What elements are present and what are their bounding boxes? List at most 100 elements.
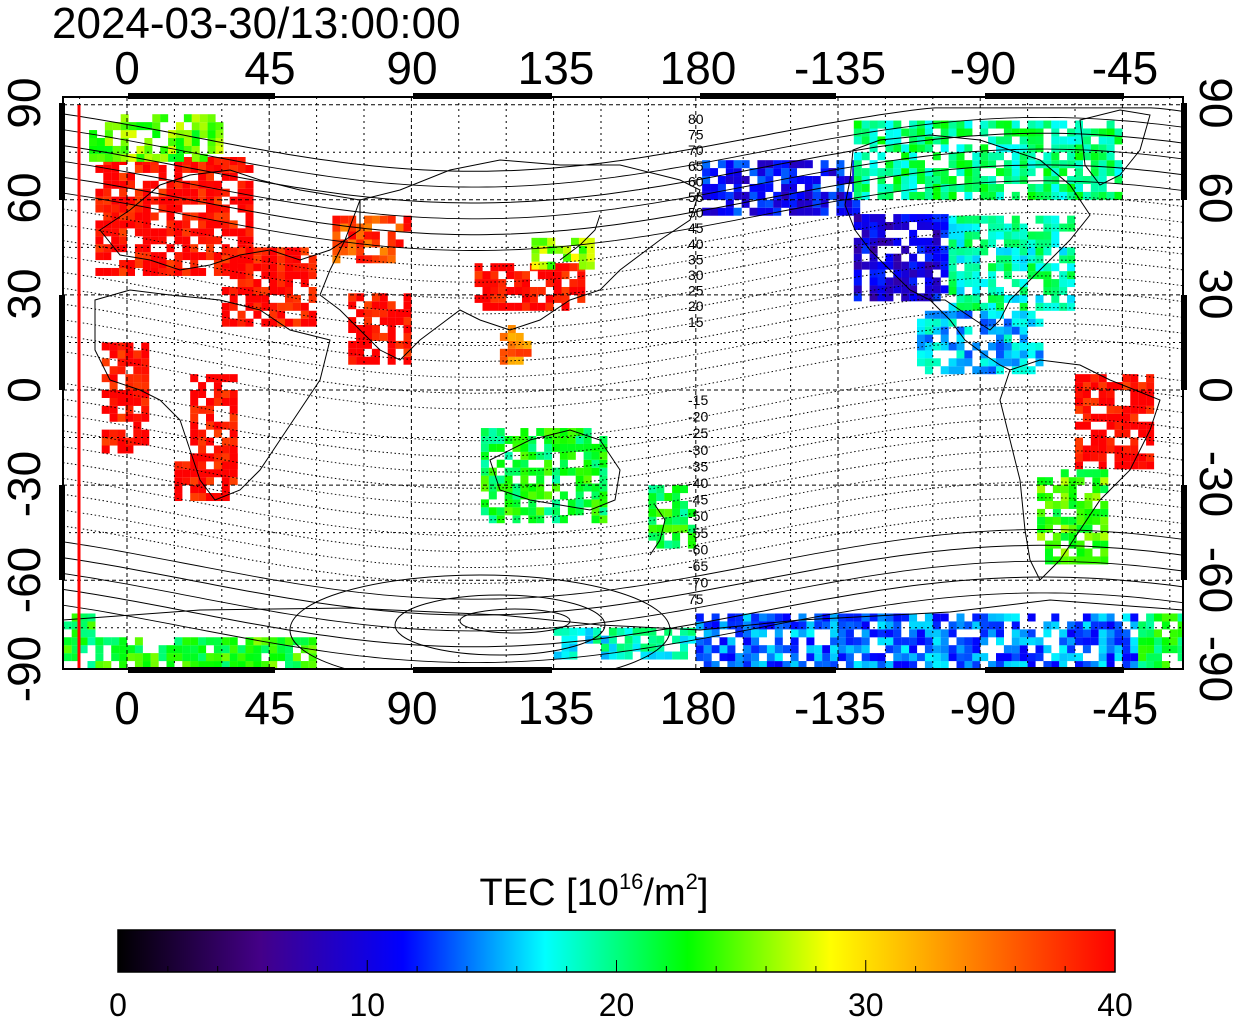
tec-cell (703, 629, 712, 638)
tec-cell (150, 661, 159, 669)
tec-cell (757, 191, 766, 200)
tec-cell (972, 613, 981, 622)
tec-cell (174, 637, 183, 646)
tec-cell (893, 160, 902, 169)
tec-cell (1090, 152, 1099, 161)
tec-cell (1067, 176, 1076, 185)
tec-cell (245, 263, 254, 272)
tec-cell (901, 221, 910, 230)
tec-cell (490, 286, 499, 295)
tec-cell (552, 499, 561, 508)
tec-cell (245, 228, 254, 237)
tec-cell (988, 294, 997, 303)
tec-cell (702, 207, 711, 216)
tec-cell (1011, 613, 1020, 622)
contour-label: 75 (688, 591, 704, 607)
tec-cell (133, 382, 142, 391)
tec-cell (956, 613, 965, 622)
tec-cell (1130, 437, 1139, 446)
tec-cell (853, 661, 862, 669)
tec-cell (1082, 413, 1091, 422)
tec-cell (877, 136, 886, 145)
tec-cell (1106, 437, 1115, 446)
tec-cell (520, 443, 529, 452)
tec-cell (1035, 358, 1044, 367)
tec-cell (725, 191, 734, 200)
tec-cell (387, 215, 396, 224)
tec-cell (774, 629, 783, 638)
tec-cell (972, 183, 981, 192)
tec-cell (191, 145, 200, 154)
tec-cell (940, 613, 949, 622)
tec-cell (1092, 469, 1101, 478)
tec-cell (229, 405, 238, 414)
tec-cell (583, 435, 592, 444)
tec-cell (1075, 374, 1083, 383)
tec-cell (972, 637, 981, 646)
tec-cell (221, 445, 230, 454)
tec-cell (901, 637, 910, 646)
tec-cell (1059, 160, 1068, 169)
tec-cell (1035, 231, 1044, 240)
tec-cell (917, 621, 925, 630)
tec-cell (1035, 120, 1044, 129)
tec-cell (1084, 500, 1093, 509)
colorbar: TEC [1016/m2] 0 10 20 30 40 (109, 869, 1133, 1023)
tec-cell (932, 229, 941, 238)
tec-cell (553, 286, 562, 295)
left-tick-bar (59, 295, 65, 390)
tec-cell (893, 120, 902, 129)
tec-cell (141, 390, 150, 398)
bottom-tick-bar (128, 667, 275, 673)
tec-cell (213, 236, 222, 245)
tec-cell (1043, 183, 1052, 192)
tec-cell (206, 188, 214, 197)
tec-cell (727, 645, 736, 654)
tec-cell (134, 653, 143, 662)
tec-cell (885, 637, 894, 646)
tec-cell (1059, 279, 1068, 288)
colorbar-tick-label: 40 (1097, 987, 1133, 1021)
tec-cell (213, 661, 222, 669)
tec-cell (515, 348, 524, 357)
tec-cell (142, 180, 151, 189)
tec-cell (117, 366, 126, 375)
tec-cell (229, 421, 238, 430)
tec-cell (583, 475, 592, 484)
tec-cell (166, 180, 175, 189)
tec-cell (1043, 271, 1052, 280)
tec-cell (292, 661, 301, 669)
tec-cell (403, 340, 412, 349)
tec-cell (1035, 318, 1044, 327)
tec-cell (245, 196, 254, 205)
tec-cell (229, 286, 238, 295)
tec-cell (806, 653, 815, 662)
tec-cell (948, 302, 957, 311)
tec-cell (1011, 350, 1020, 359)
tec-cell (804, 183, 813, 192)
tec-cell (1059, 120, 1068, 129)
tec-cell (190, 413, 199, 422)
tec-cell (111, 637, 120, 646)
tec-cell (1090, 453, 1099, 462)
tec-cell (972, 661, 981, 669)
tec-cell (269, 645, 278, 654)
tec-cell (838, 645, 846, 654)
tec-cell (924, 326, 933, 335)
tec-cell (869, 237, 878, 246)
tec-cell (1082, 637, 1091, 646)
tec-cell (996, 168, 1004, 177)
magnetic-contour (63, 196, 1183, 267)
tec-cell (1092, 485, 1101, 494)
tec-cell (1003, 334, 1012, 343)
tec-cell (300, 247, 309, 256)
tec-cell (125, 390, 134, 398)
tec-cell (63, 653, 72, 662)
tec-cell (869, 277, 878, 286)
magnetic-contour (63, 275, 1183, 347)
tec-cell (672, 651, 681, 660)
tec-cell (537, 271, 546, 280)
tec-cell (506, 271, 515, 280)
tec-cell (822, 661, 831, 669)
tec-cell (812, 207, 821, 216)
